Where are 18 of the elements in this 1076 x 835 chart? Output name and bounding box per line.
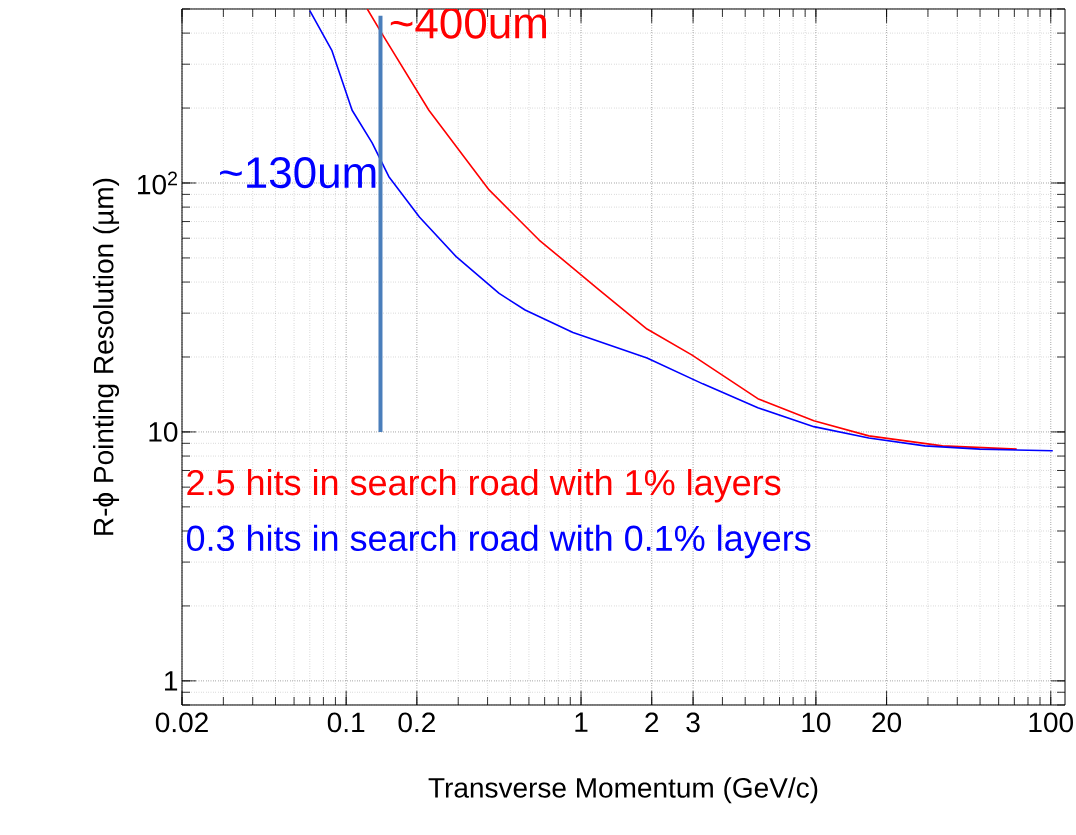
y-tick-label: 10 (149, 422, 178, 442)
x-tick-label: 3 (686, 712, 700, 733)
y-axis-title: R-ϕ Pointing Resolution (µm) (92, 178, 120, 535)
series-label: 2.5 hits in search road with 1% layers (187, 468, 781, 503)
x-axis-title: Transverse Momentum (GeV/c) (428, 777, 818, 804)
x-tick-label: 20 (872, 712, 902, 733)
x-tick-label: 0.02 (155, 712, 208, 733)
x-tick-label: 10 (802, 712, 831, 733)
annotation: ~400um (390, 7, 546, 39)
x-tick-label: 100 (1029, 712, 1073, 733)
x-tick-label: 2 (645, 712, 659, 733)
x-tick-label: 1 (575, 712, 588, 732)
text: 0.3 hits in search road with 0.1% layers (186, 524, 811, 559)
y-tick-label: 10$^{2}$ (138, 171, 177, 195)
y-tick-label: 1 (165, 671, 178, 691)
annotation: ~130um (220, 157, 376, 189)
x-tick-label: 0.1 (327, 712, 365, 733)
x-tick-label: 0.2 (398, 712, 435, 733)
